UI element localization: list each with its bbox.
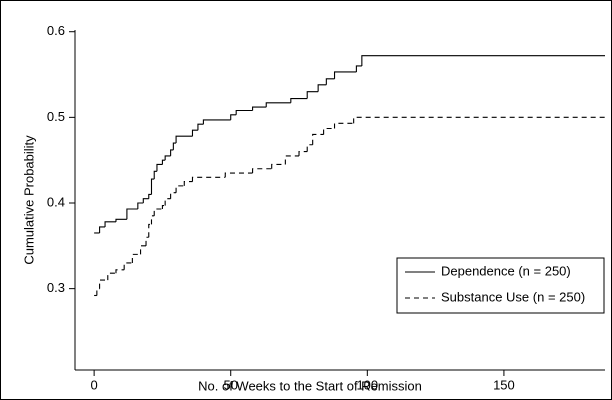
step-segment (355, 65, 362, 72)
legend-box (396, 257, 605, 314)
step-segment (361, 55, 605, 66)
step-segment (172, 142, 177, 150)
step-segment (170, 192, 177, 199)
step-segment (306, 91, 319, 99)
legend-label: Substance Use (n = 250) (441, 289, 585, 304)
step-segment (123, 262, 133, 270)
step-segment (252, 168, 272, 174)
step-segment (353, 116, 605, 124)
step-segment (224, 172, 253, 178)
x-tick-label: 100 (356, 377, 378, 392)
step-segment (191, 129, 198, 137)
step-segment (107, 272, 116, 281)
step-segment (298, 151, 308, 156)
step-segment (284, 155, 300, 165)
step-segment (290, 97, 308, 103)
y-tick-label: 0.3 (47, 280, 65, 295)
step-segment (164, 198, 171, 206)
step-segment (131, 253, 141, 263)
step-segment (175, 185, 185, 193)
step-segment (115, 269, 125, 274)
step-segment (252, 106, 267, 111)
step-segment (150, 178, 155, 195)
y-tick-label: 0.6 (47, 23, 65, 38)
step-segment (153, 170, 157, 180)
x-tick-label: 150 (493, 377, 515, 392)
x-axis-label: No. of Weeks to the Start of Remission (198, 378, 422, 393)
step-segment (170, 149, 174, 156)
x-tick-label: 0 (91, 377, 98, 392)
x-tick-label: 50 (223, 377, 237, 392)
step-segment (115, 218, 127, 222)
step-segment (325, 78, 335, 85)
step-segment (140, 245, 147, 255)
step-segment (197, 123, 204, 131)
step-segment (323, 127, 335, 135)
step-segment (156, 163, 163, 172)
step-segment (183, 181, 193, 186)
step-segment (191, 176, 226, 182)
step-segment (104, 221, 116, 227)
step-segment (333, 122, 354, 129)
step-segment (202, 119, 231, 125)
legend-label: Dependence (n = 250) (441, 263, 571, 278)
step-segment (333, 71, 357, 79)
y-tick-label: 0.4 (47, 194, 65, 209)
step-segment (148, 223, 152, 238)
step-segment (164, 155, 171, 161)
step-segment (265, 102, 291, 108)
step-segment (153, 208, 163, 216)
step-segment (175, 135, 193, 144)
step-segment (161, 205, 166, 209)
step-segment (271, 163, 286, 169)
step-segment (96, 288, 100, 296)
step-segment (142, 198, 149, 203)
step-segment (161, 159, 166, 165)
step-segment (306, 144, 313, 152)
step-segment (145, 236, 149, 246)
y-tick-label: 0.5 (47, 109, 65, 124)
step-segment (235, 109, 253, 115)
step-segment (317, 84, 327, 92)
y-axis-label: Cumulative Probability (21, 135, 36, 265)
step-segment (230, 114, 237, 120)
step-segment (126, 208, 138, 220)
step-segment (137, 202, 144, 209)
step-segment (148, 193, 152, 199)
step-segment (312, 133, 324, 145)
step-segment (99, 226, 106, 233)
step-segment (99, 279, 108, 289)
step-segment (150, 215, 155, 225)
